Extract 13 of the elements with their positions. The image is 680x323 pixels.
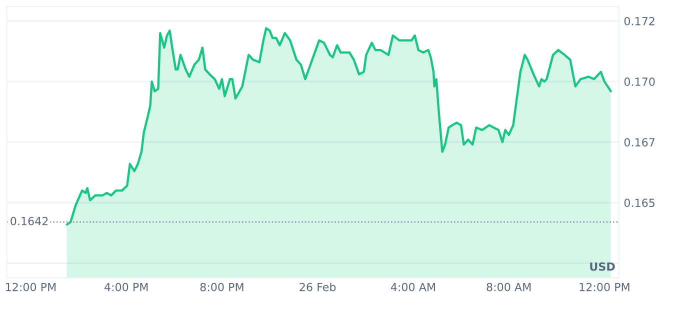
ref-line-label: 0.1642 — [10, 216, 48, 226]
x-tick-label: 8:00 AM — [486, 282, 531, 292]
x-tick-label: 4:00 AM — [390, 282, 435, 292]
y-tick-label: 0.170 — [624, 78, 655, 86]
y-tick-label: 0.172 — [624, 16, 654, 26]
x-tick-label: 12:00 PM — [580, 282, 630, 292]
x-tick-label: 26 Feb — [300, 282, 336, 292]
x-tick-label: 12:00 PM — [6, 282, 56, 292]
y-tick-label: 0.167 — [624, 138, 655, 146]
y-tick-label: 0.165 — [624, 198, 654, 208]
x-tick-label: 4:00 PM — [104, 282, 148, 292]
x-tick-label: 8:00 PM — [200, 282, 244, 292]
annotation: USD — [590, 262, 615, 271]
